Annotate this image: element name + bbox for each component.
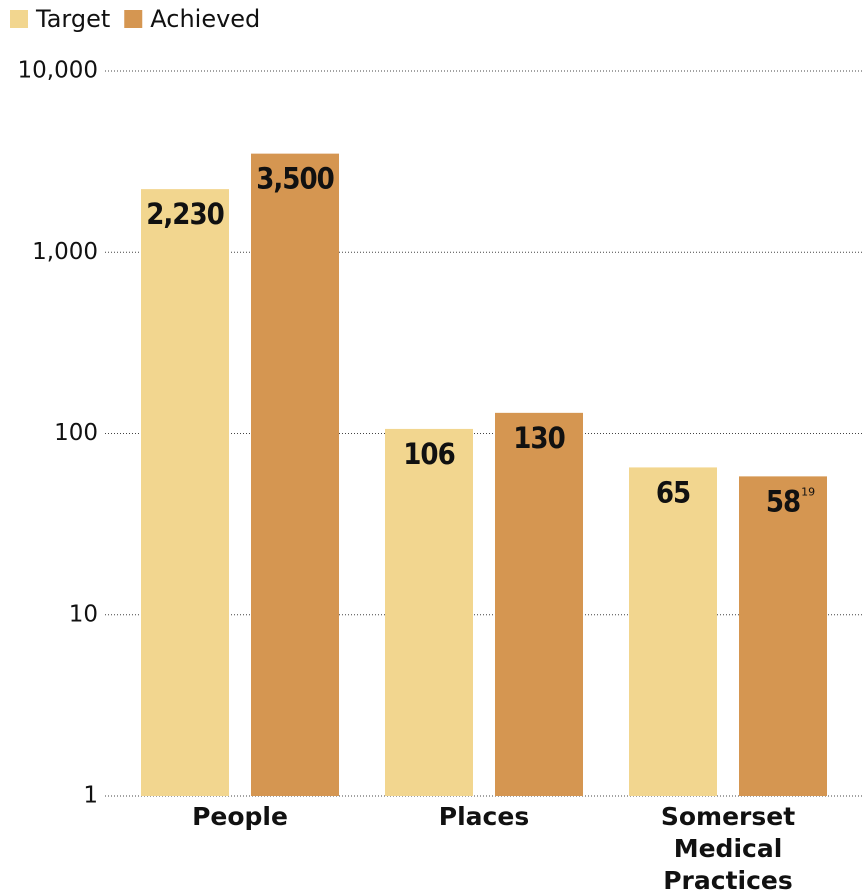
y-tick-label: 100 [54, 420, 98, 446]
legend-label: Achieved [150, 5, 260, 33]
value-label: 58 [766, 484, 800, 518]
x-tick-label: People [192, 802, 288, 831]
value-label: 3,500 [256, 162, 334, 196]
x-tick-label: Places [439, 802, 529, 831]
value-label: 130 [513, 421, 564, 455]
x-tick-label-line: Practices [663, 866, 793, 894]
legend-swatch [10, 10, 28, 28]
bar [629, 467, 717, 796]
bar [251, 153, 339, 796]
bar [739, 476, 827, 796]
bar [495, 412, 583, 796]
x-tick-label: Somerset Medical Practices [661, 802, 795, 894]
y-tick-label: 1 [83, 783, 98, 809]
bar [385, 428, 473, 796]
value-label: 65 [656, 475, 690, 509]
y-tick-label: 10 [69, 601, 98, 627]
value-label: 106 [403, 437, 454, 471]
x-tick-label-line: Medical [674, 834, 783, 863]
footnote: 19 [801, 485, 815, 498]
y-tick-label: 10,000 [18, 58, 98, 84]
y-tick-label: 1,000 [32, 239, 98, 265]
legend-swatch [124, 10, 143, 28]
legend-label: Target [35, 5, 110, 33]
bar [141, 189, 229, 796]
value-label: 2,230 [146, 197, 224, 231]
x-tick-label-line: Somerset [661, 802, 795, 831]
